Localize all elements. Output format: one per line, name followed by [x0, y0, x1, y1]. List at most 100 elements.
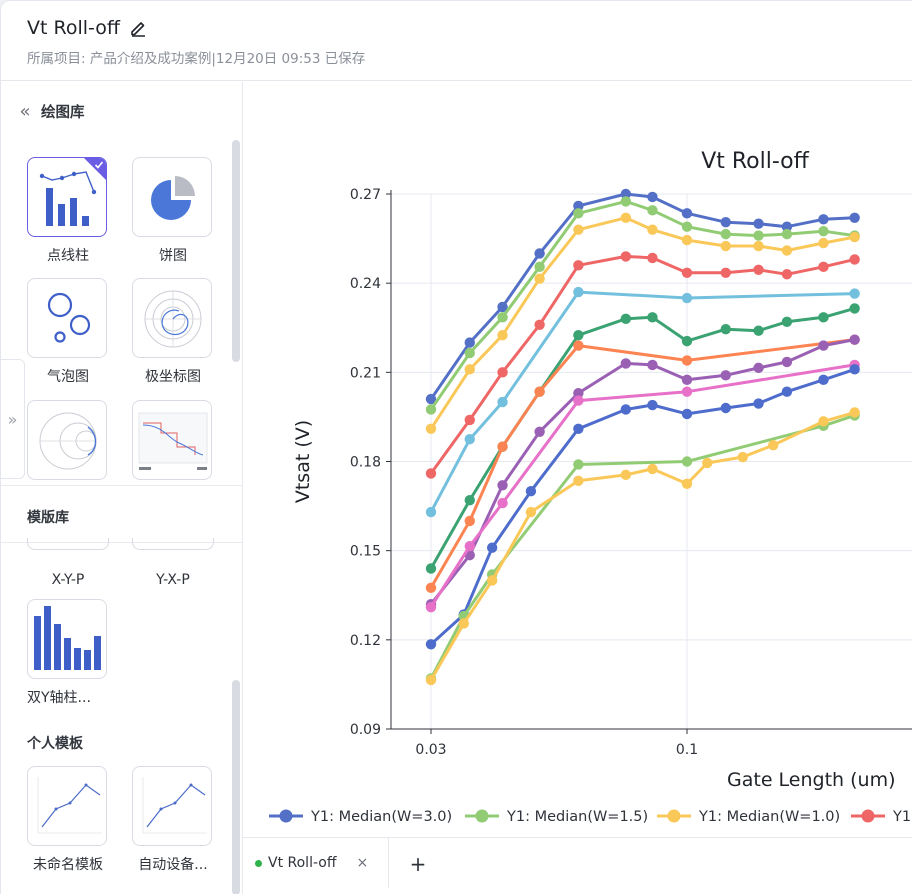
chart-tile-bubble[interactable]: 气泡图	[27, 278, 109, 386]
data-point	[425, 563, 437, 574]
personal-template-untitled[interactable]: 未命名模板	[27, 766, 109, 874]
data-point	[753, 264, 764, 275]
pie-chart-icon	[132, 157, 212, 237]
data-point	[681, 292, 693, 304]
data-point	[753, 240, 764, 252]
chart-tile-step[interactable]	[132, 400, 214, 480]
data-point	[753, 230, 764, 241]
y-axis-label: Vtsat (V)	[292, 420, 314, 503]
chart-tile-line-bar[interactable]: 点线柱	[27, 157, 109, 265]
template-tile-dual-y-bar[interactable]: 双Y轴柱...	[27, 599, 109, 707]
data-point	[818, 340, 829, 351]
smith-chart-icon	[27, 400, 107, 480]
y-tick-label: 0.15	[350, 544, 381, 560]
data-point	[425, 468, 437, 479]
collapse-chevrons-icon[interactable]: «	[19, 100, 31, 122]
y-tick-label: 0.21	[350, 365, 381, 381]
data-point	[573, 340, 584, 351]
data-point	[464, 494, 475, 506]
data-point	[573, 200, 584, 212]
expand-panel-chevrons-icon[interactable]: »	[1, 359, 25, 479]
data-point	[464, 434, 475, 445]
data-point	[647, 463, 658, 475]
edit-pencil-icon[interactable]	[128, 18, 148, 38]
data-point	[781, 356, 793, 368]
title-row: Vt Roll-off	[27, 17, 148, 39]
data-point	[753, 325, 764, 336]
tab-close-icon[interactable]: ×	[356, 855, 369, 871]
add-tab-button[interactable]: +	[409, 852, 427, 876]
chart-tile-polar[interactable]: 极坐标图	[132, 278, 214, 386]
data-point	[781, 228, 793, 240]
data-point	[573, 395, 584, 406]
y-tick-label: 0.24	[350, 276, 381, 292]
data-point	[849, 254, 860, 265]
chart-library-scrollbar[interactable]	[232, 140, 240, 362]
tile-label: 自动设备...	[138, 857, 208, 873]
data-point	[497, 396, 508, 408]
chart-title: Vt Roll-off	[701, 149, 809, 174]
legend-marker	[861, 809, 875, 823]
data-point	[425, 404, 437, 415]
chart-tile-pie[interactable]: 饼图	[132, 157, 214, 265]
data-point	[464, 515, 475, 527]
chart-svg[interactable]: 0.09 0.12 0.15 0.18 0.21 0.24 0.27 0.03 0.1 Vt Ro…	[243, 82, 912, 837]
data-point	[720, 267, 731, 278]
tab-vt-roll-off[interactable]: Vt Roll-off ×	[243, 838, 389, 888]
chart-tile-smith[interactable]	[27, 400, 109, 480]
data-point	[425, 423, 437, 435]
document-title[interactable]: Vt Roll-off	[27, 17, 120, 39]
data-point	[573, 224, 584, 235]
data-point	[647, 359, 658, 371]
legend-entry: Y1:	[892, 809, 912, 825]
data-point	[620, 212, 632, 223]
data-point	[620, 358, 632, 369]
data-point	[647, 312, 658, 323]
data-point	[720, 370, 731, 381]
data-point	[849, 334, 860, 345]
data-point	[753, 218, 764, 229]
data-point	[620, 313, 632, 325]
template-library-scrollbar[interactable]	[232, 680, 240, 894]
template-library-title: 模版库	[27, 510, 69, 526]
data-point	[781, 221, 793, 232]
tab-label: Vt Roll-off	[268, 855, 337, 871]
data-point	[647, 224, 658, 235]
personal-template-auto-device[interactable]: 自动设备...	[132, 766, 214, 874]
data-point	[573, 423, 584, 435]
data-point	[534, 426, 545, 437]
divider	[1, 542, 242, 543]
data-point	[497, 301, 508, 313]
data-point	[818, 225, 829, 237]
data-point	[720, 228, 731, 240]
data-point	[681, 408, 693, 420]
data-point	[573, 260, 584, 271]
template-label-yxp[interactable]: Y-X-P	[156, 572, 190, 588]
data-point	[525, 506, 537, 518]
data-point	[818, 374, 829, 385]
data-point	[497, 312, 508, 323]
data-point	[849, 288, 860, 299]
tile-label: 点线柱	[47, 248, 89, 264]
legend-marker	[475, 809, 489, 823]
data-point	[647, 191, 658, 203]
line-chart-thumbnail-icon	[27, 766, 107, 846]
data-point	[425, 639, 437, 650]
data-point	[753, 398, 764, 409]
data-point	[781, 245, 793, 256]
tile-label: 双Y轴柱...	[27, 690, 91, 706]
data-point	[720, 324, 731, 335]
data-point	[573, 459, 584, 470]
data-point	[534, 248, 545, 259]
data-point	[464, 541, 475, 552]
data-point	[681, 355, 693, 366]
data-point	[425, 601, 437, 613]
data-point	[534, 261, 545, 273]
template-label-xyp[interactable]: X-Y-P	[51, 572, 85, 588]
data-point	[818, 214, 829, 225]
data-point	[425, 674, 437, 686]
personal-templates-title: 个人模板	[27, 736, 83, 752]
series-line	[429, 290, 855, 513]
data-point	[818, 261, 829, 273]
saved-status-dot-icon	[255, 859, 262, 867]
